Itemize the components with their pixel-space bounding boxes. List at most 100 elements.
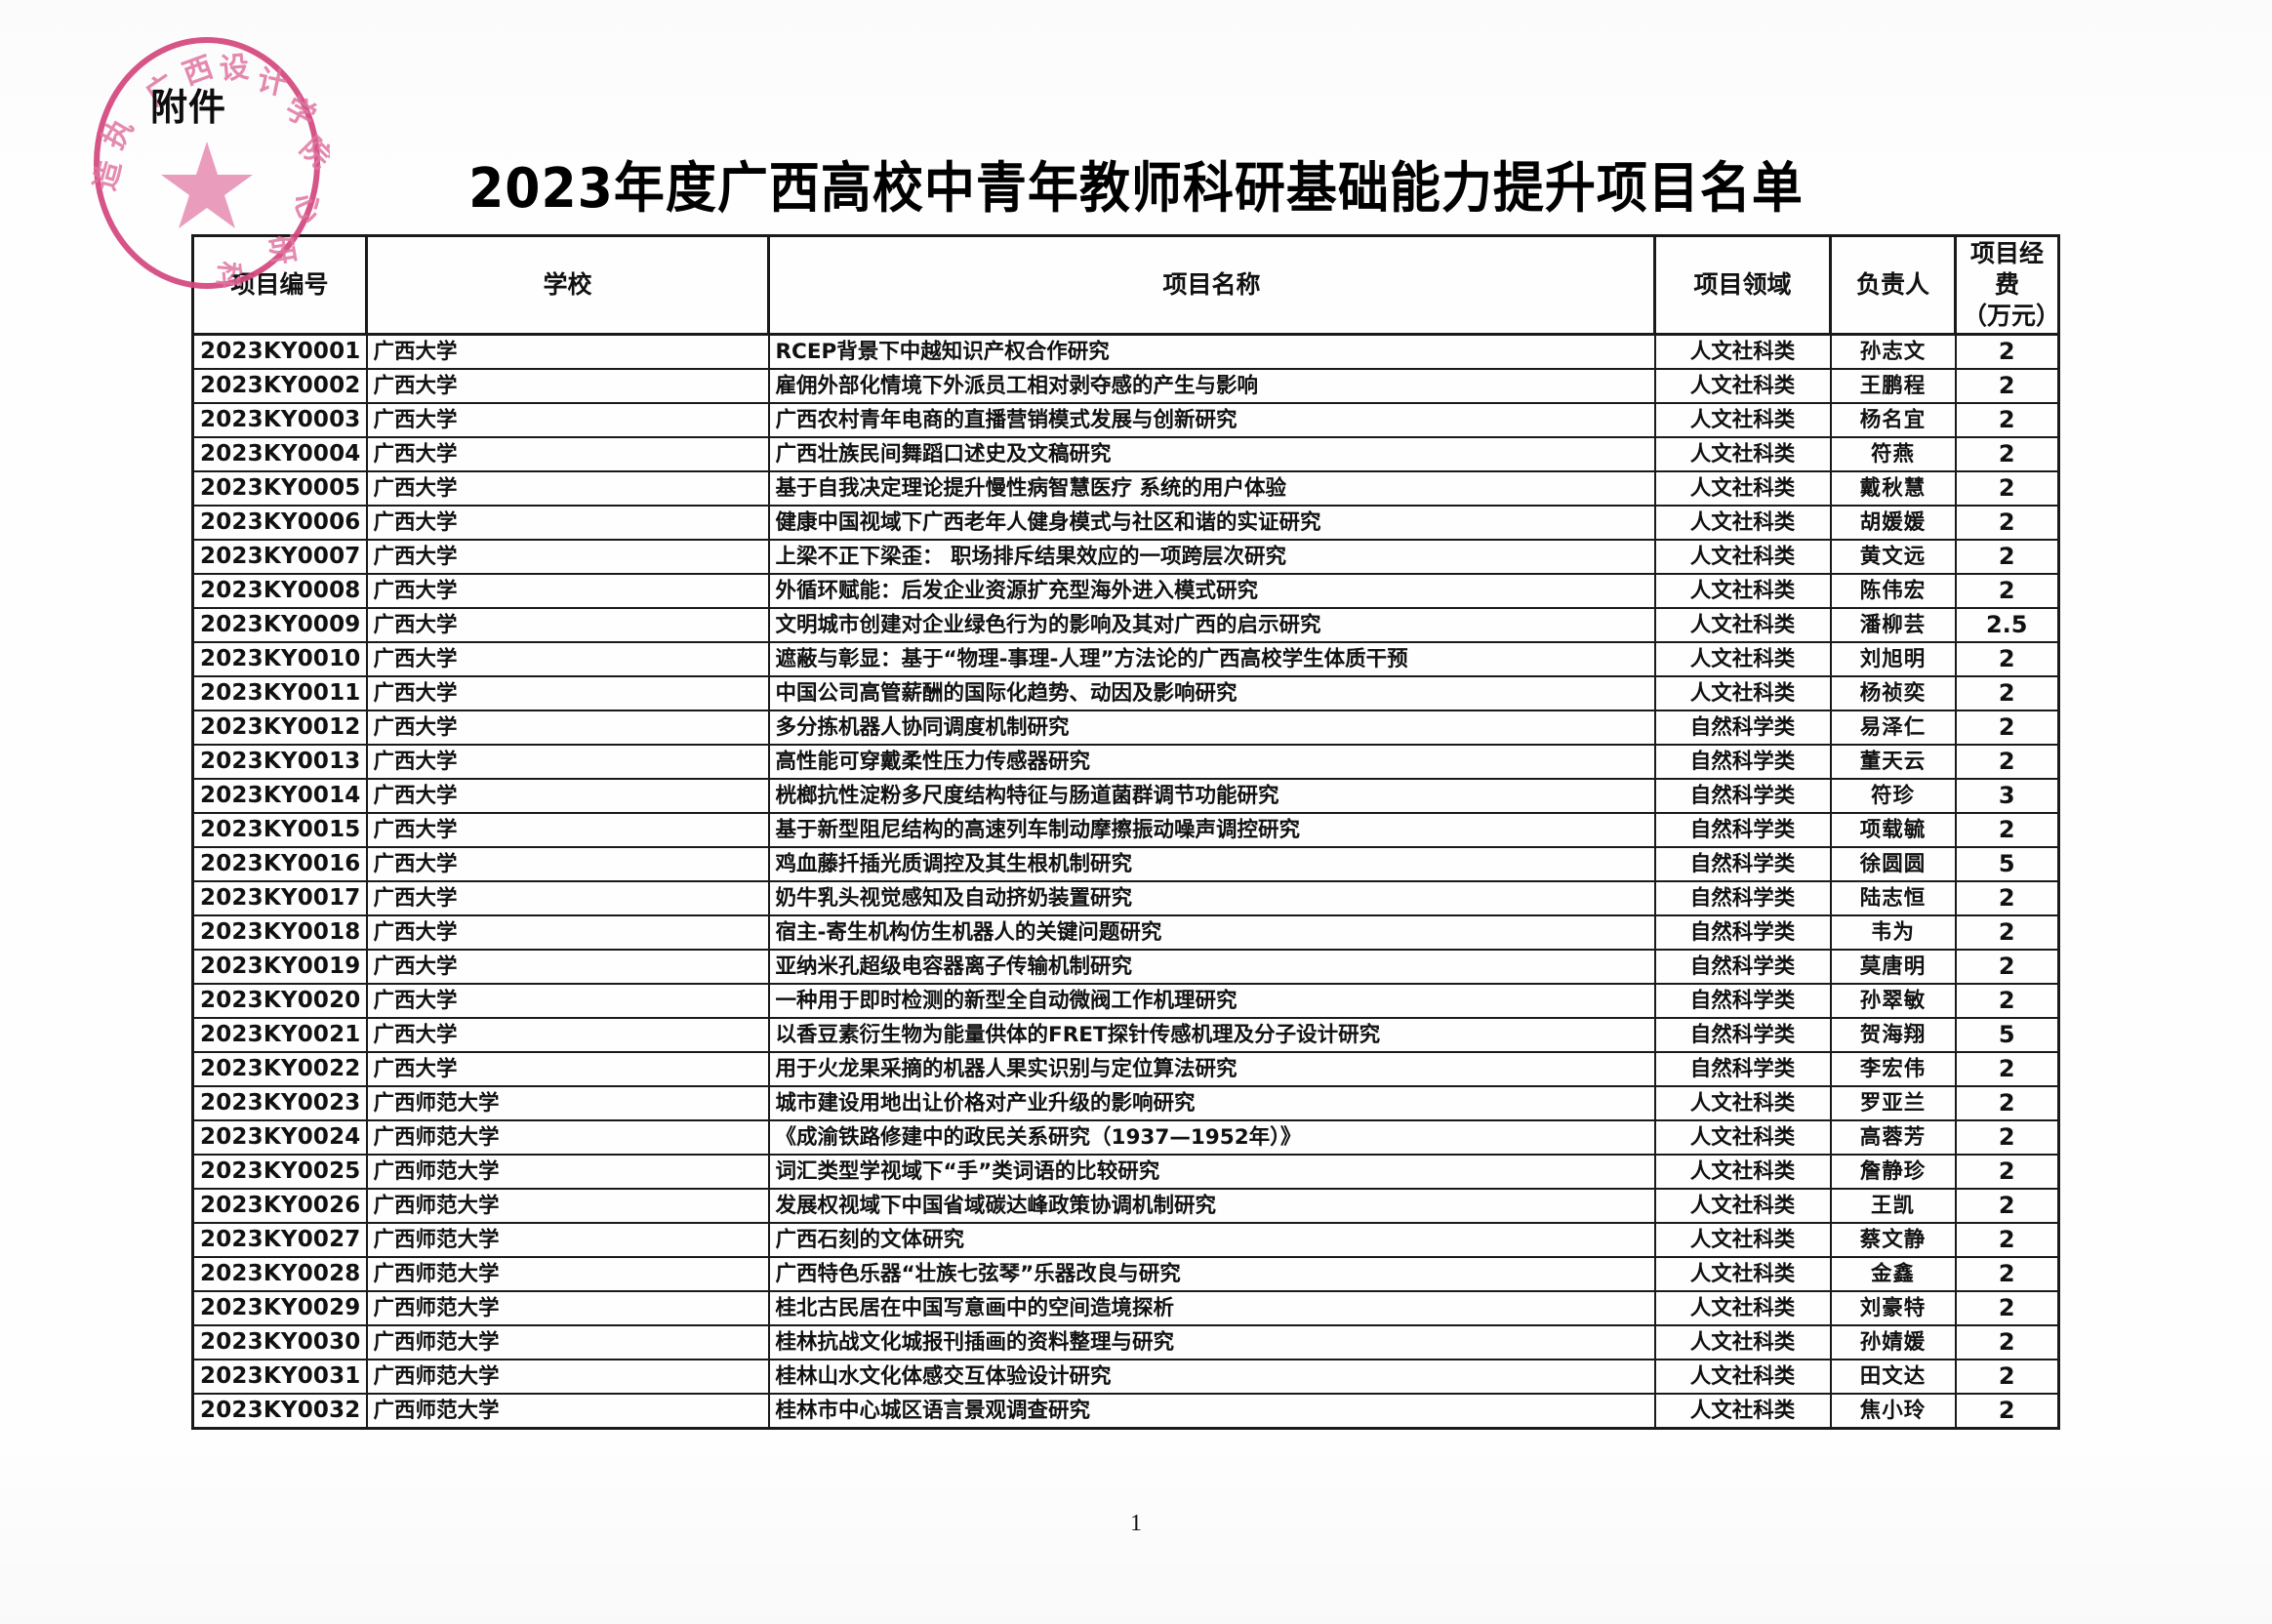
table-cell-person: 刘旭明 <box>1829 641 1957 677</box>
column-header-funding-line1: 项目经费 <box>1969 239 2044 299</box>
table-row: 2023KY0026 广西师范大学 发展权视域下中国省域碳达峰政策协调机制研究 人文社… <box>191 1188 2060 1224</box>
table-cell-funding: 2 <box>1954 436 2060 472</box>
table-cell-school: 广西师范大学 <box>365 1119 770 1156</box>
table-cell-field: 人文社科类 <box>1653 573 1832 609</box>
table-cell-school: 广西大学 <box>365 710 770 746</box>
table-row: 2023KY0008 广西大学 外循环赋能：后发企业资源扩充型海外进入模式研究 人文社… <box>191 573 2060 609</box>
table-cell-project-name: 鸡血藤扦插光质调控及其生根机制研究 <box>767 846 1656 882</box>
table-cell-project-id: 2023KY0031 <box>191 1359 368 1395</box>
table-cell-funding: 2 <box>1954 641 2060 677</box>
table-cell-person: 董天云 <box>1829 744 1957 780</box>
table-cell-field: 自然科学类 <box>1653 983 1832 1019</box>
table-cell-project-id: 2023KY0020 <box>191 983 368 1019</box>
table-cell-person: 戴秋慧 <box>1829 470 1957 507</box>
table-cell-project-name: 桄榔抗性淀粉多尺度结构特征与肠道菌群调节功能研究 <box>767 778 1656 814</box>
table-cell-project-name: 广西特色乐器“壮族七弦琴”乐器改良与研究 <box>767 1256 1656 1292</box>
svg-text:学: 学 <box>279 91 321 135</box>
table-cell-school: 广西大学 <box>365 812 770 848</box>
table-header-row: 项目编号 学校 项目名称 项目领域 负责人 项目经费 （万元） <box>191 234 2060 336</box>
project-listing-table-wrapper: 项目编号 学校 项目名称 项目领域 负责人 项目经费 （万元） 2023KY00… <box>191 234 2060 1430</box>
table-row: 2023KY0021 广西大学 以香豆素衍生物为能量供体的FRET探针传感机理及分子… <box>191 1017 2060 1053</box>
table-cell-school: 广西大学 <box>365 675 770 711</box>
table-cell-school: 广西大学 <box>365 470 770 507</box>
table-row: 2023KY0016 广西大学 鸡血藤扦插光质调控及其生根机制研究 自然科学类 徐圆圆 5 <box>191 846 2060 882</box>
table-row: 2023KY0023 广西师范大学 城市建设用地出让价格对产业升级的影响研究 人文社科… <box>191 1085 2060 1121</box>
table-cell-funding: 2 <box>1954 1085 2060 1121</box>
table-cell-field: 自然科学类 <box>1653 710 1832 746</box>
table-cell-project-name: 基于新型阻尼结构的高速列车制动摩擦振动噪声调控研究 <box>767 812 1656 848</box>
table-cell-field: 人文社科类 <box>1653 1359 1832 1395</box>
table-row: 2023KY0019 广西大学 亚纳米孔超级电容器离子传输机制研究 自然科学类 莫唐明 2 <box>191 949 2060 985</box>
table-cell-field: 人文社科类 <box>1653 607 1832 643</box>
table-cell-project-name: 亚纳米孔超级电容器离子传输机制研究 <box>767 949 1656 985</box>
table-row: 2023KY0020 广西大学 一种用于即时检测的新型全自动微阀工作机理研究 自然科学… <box>191 983 2060 1019</box>
table-cell-project-name: 外循环赋能：后发企业资源扩充型海外进入模式研究 <box>767 573 1656 609</box>
table-cell-field: 人文社科类 <box>1653 505 1832 541</box>
table-cell-school: 广西大学 <box>365 846 770 882</box>
table-cell-funding: 2 <box>1954 675 2060 711</box>
table-cell-funding: 2 <box>1954 1051 2060 1087</box>
table-cell-project-id: 2023KY0017 <box>191 880 368 916</box>
table-cell-field: 人文社科类 <box>1653 539 1832 575</box>
table-cell-field: 人文社科类 <box>1653 1324 1832 1360</box>
table-cell-field: 自然科学类 <box>1653 880 1832 916</box>
table-cell-funding: 2 <box>1954 505 2060 541</box>
table-body: 2023KY0001 广西大学 RCEP背景下中越知识产权合作研究 人文社科类 孙志文 2… <box>191 333 2060 1430</box>
table-row: 2023KY0002 广西大学 雇佣外部化情境下外派员工相对剥夺感的产生与影响 人文社… <box>191 368 2060 404</box>
table-cell-person: 贺海翔 <box>1829 1017 1957 1053</box>
table-cell-project-name: 发展权视域下中国省域碳达峰政策协调机制研究 <box>767 1188 1656 1224</box>
table-cell-project-name: 遮蔽与彰显：基于“物理-事理-人理”方法论的广西高校学生体质干预 <box>767 641 1656 677</box>
table-cell-person: 高蓉芳 <box>1829 1119 1957 1156</box>
table-cell-funding: 2 <box>1954 1222 2060 1258</box>
table-row: 2023KY0015 广西大学 基于新型阻尼结构的高速列车制动摩擦振动噪声调控研究自… <box>191 812 2060 848</box>
table-cell-project-id: 2023KY0016 <box>191 846 368 882</box>
table-cell-field: 人文社科类 <box>1653 470 1832 507</box>
table-cell-project-name: 词汇类型学视域下“手”类词语的比较研究 <box>767 1154 1656 1190</box>
table-cell-funding: 2 <box>1954 983 2060 1019</box>
table-cell-field: 人文社科类 <box>1653 436 1832 472</box>
table-row: 2023KY0022 广西大学 用于火龙果采摘的机器人果实识别与定位算法研究 自然科学… <box>191 1051 2060 1087</box>
table-cell-project-id: 2023KY0014 <box>191 778 368 814</box>
table-row: 2023KY0012 广西大学 多分拣机器人协同调度机制研究 自然科学类 易泽仁 2 <box>191 710 2060 746</box>
table-cell-funding: 2 <box>1954 1393 2060 1430</box>
table-cell-project-id: 2023KY0008 <box>191 573 368 609</box>
table-cell-funding: 2 <box>1954 333 2060 370</box>
table-cell-funding: 2 <box>1954 1188 2060 1224</box>
table-cell-project-name: 广西石刻的文体研究 <box>767 1222 1656 1258</box>
table-cell-person: 孙婧媛 <box>1829 1324 1957 1360</box>
table-row: 2023KY0014 广西大学 桄榔抗性淀粉多尺度结构特征与肠道菌群调节功能研究 自然… <box>191 778 2060 814</box>
table-cell-funding: 2 <box>1954 1290 2060 1326</box>
table-cell-person: 田文达 <box>1829 1359 1957 1395</box>
table-cell-school: 广西师范大学 <box>365 1359 770 1395</box>
table-cell-school: 广西大学 <box>365 744 770 780</box>
table-cell-funding: 2 <box>1954 1119 2060 1156</box>
table-cell-project-name: 《成渝铁路修建中的政民关系研究（1937—1952年）》 <box>767 1119 1656 1156</box>
table-cell-project-id: 2023KY0001 <box>191 333 368 370</box>
table-cell-project-name: 以香豆素衍生物为能量供体的FRET探针传感机理及分子设计研究 <box>767 1017 1656 1053</box>
table-cell-field: 自然科学类 <box>1653 914 1832 951</box>
table-cell-project-id: 2023KY0012 <box>191 710 368 746</box>
table-cell-funding: 2 <box>1954 914 2060 951</box>
table-cell-field: 自然科学类 <box>1653 778 1832 814</box>
table-cell-project-name: 城市建设用地出让价格对产业升级的影响研究 <box>767 1085 1656 1121</box>
table-cell-field: 人文社科类 <box>1653 641 1832 677</box>
attachment-label: 附件 <box>150 86 227 129</box>
table-cell-funding: 2 <box>1954 1256 2060 1292</box>
table-cell-project-name: 广西壮族民间舞蹈口述史及文稿研究 <box>767 436 1656 472</box>
table-cell-school: 广西师范大学 <box>365 1290 770 1326</box>
column-header-school: 学校 <box>365 234 770 336</box>
table-cell-funding: 3 <box>1954 778 2060 814</box>
table-cell-school: 广西大学 <box>365 914 770 951</box>
table-cell-school: 广西师范大学 <box>365 1393 770 1430</box>
table-cell-funding: 2 <box>1954 470 2060 507</box>
table-cell-project-name: 奶牛乳头视觉感知及自动挤奶装置研究 <box>767 880 1656 916</box>
table-cell-project-id: 2023KY0030 <box>191 1324 368 1360</box>
table-cell-field: 人文社科类 <box>1653 1256 1832 1292</box>
table-cell-project-id: 2023KY0004 <box>191 436 368 472</box>
table-cell-project-id: 2023KY0003 <box>191 402 368 438</box>
table-row: 2023KY0006 广西大学 健康中国视域下广西老年人健身模式与社区和谐的实证研究… <box>191 505 2060 541</box>
table-cell-person: 陆志恒 <box>1829 880 1957 916</box>
table-cell-field: 人文社科类 <box>1653 333 1832 370</box>
table-cell-project-name: 文明城市创建对企业绿色行为的影响及其对广西的启示研究 <box>767 607 1656 643</box>
